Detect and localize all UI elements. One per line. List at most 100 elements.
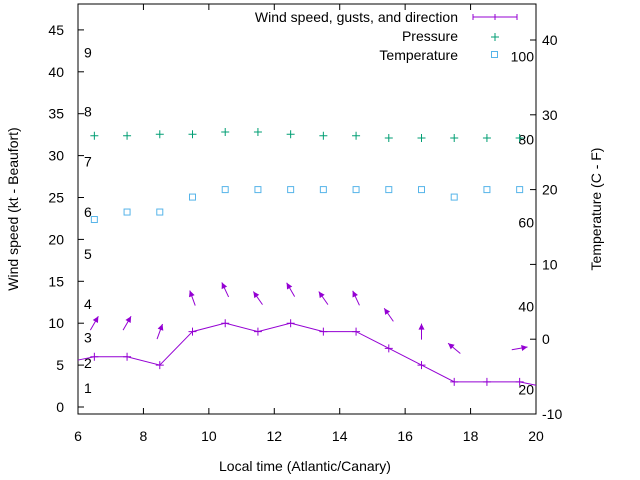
fahrenheit-label: 60 <box>518 215 534 231</box>
arrow-head-icon <box>221 282 228 290</box>
legend: Wind speed, gusts, and direction Pressur… <box>255 9 518 63</box>
wind-direction-arrow <box>221 282 230 298</box>
wind-speed-point <box>221 319 230 328</box>
x-tick-label: 18 <box>463 428 479 444</box>
wind-speed-line <box>77 322 537 386</box>
temperature-point <box>123 208 131 216</box>
x-tick-label: 12 <box>266 428 282 444</box>
arrow-head-icon <box>92 316 99 323</box>
temperature-point <box>483 186 491 194</box>
wind-direction-arrow <box>352 290 360 306</box>
wind-direction-arrow <box>122 316 132 331</box>
x-tick-label: 8 <box>140 428 148 444</box>
pressure-point <box>417 133 426 142</box>
y-tick-label: 35 <box>48 106 64 122</box>
axis-ticks: 6 8 10 12 14 16 18 20051015202530354045-1001020… <box>48 4 562 444</box>
wind-speed-point <box>319 327 328 336</box>
beaufort-label: 5 <box>84 246 92 262</box>
wind-speed-point <box>188 327 197 336</box>
temperature-point <box>189 193 196 201</box>
wind-direction-arrow <box>383 307 394 322</box>
y2-tick-label: 40 <box>542 32 558 48</box>
legend-label-pressure: Pressure <box>402 28 458 44</box>
y-tick-label: 20 <box>48 231 64 247</box>
pressure-point <box>253 128 262 137</box>
temperature-point <box>287 186 295 194</box>
pressure-point <box>352 131 361 140</box>
wind-speed-point <box>450 377 459 386</box>
pressure-point <box>482 133 491 142</box>
beaufort-label: 1 <box>84 380 92 396</box>
wind-speed-point <box>384 344 393 353</box>
wind-direction-arrow <box>252 291 263 305</box>
fahrenheit-label: 80 <box>518 131 534 147</box>
pressure-point <box>155 130 164 139</box>
arrow-head-icon <box>318 291 325 299</box>
arrow-head-icon <box>521 345 528 351</box>
arrow-head-icon <box>125 316 132 323</box>
temperature-point <box>385 186 393 194</box>
temperature-point <box>221 186 229 194</box>
x-tick-label: 10 <box>201 428 217 444</box>
plot-frame <box>77 3 537 415</box>
y2-tick-label: 20 <box>542 182 558 198</box>
x-tick-label: 16 <box>397 428 413 444</box>
wind-direction-arrow <box>286 282 296 297</box>
y-tick-label: 15 <box>48 273 64 289</box>
temperature-point <box>418 186 425 194</box>
y2-tick-label: 0 <box>542 331 550 347</box>
legend-wind-symbol <box>472 14 518 20</box>
wind-direction-arrow <box>511 345 528 351</box>
wind-speed-point <box>253 327 262 336</box>
wind-speed-point <box>155 361 164 370</box>
y-tick-label: 40 <box>48 64 64 80</box>
x-tick-label: 6 <box>74 428 82 444</box>
temperature-point <box>156 208 164 216</box>
temperature-point <box>319 186 327 194</box>
fahrenheit-label: 100 <box>511 48 535 64</box>
wind-direction-arrow <box>447 342 461 354</box>
arrow-head-icon <box>448 343 455 350</box>
pressure-point <box>450 133 459 142</box>
arrow-head-icon <box>384 308 391 315</box>
beaufort-label: 2 <box>84 355 92 371</box>
beaufort-label: 6 <box>84 204 92 220</box>
temperature-point <box>352 186 360 194</box>
pressure-point <box>515 133 524 142</box>
wind-direction-arrow <box>188 290 196 306</box>
y-tick-label: 25 <box>48 190 64 206</box>
arrow-head-icon <box>286 282 293 290</box>
y-tick-label: 45 <box>48 22 64 38</box>
wind-speed-point <box>286 319 295 328</box>
legend-temperature-symbol <box>491 51 498 58</box>
wind-speed-point <box>90 352 99 361</box>
pressure-point <box>221 128 230 137</box>
y2-tick-label: 30 <box>542 107 558 123</box>
wind-speed-point <box>417 361 426 370</box>
pressure-point <box>123 131 132 140</box>
temperature-point <box>450 193 458 201</box>
temperature-point <box>516 186 524 194</box>
legend-label-temperature: Temperature <box>379 47 458 63</box>
y-axis-label: Wind speed (kt - Beaufort) <box>5 127 21 290</box>
arrow-head-icon <box>418 323 425 330</box>
y-tick-label: 5 <box>56 357 64 373</box>
beaufort-label: 7 <box>84 154 92 170</box>
wind-direction-arrow <box>89 316 99 331</box>
y2-tick-label: 10 <box>542 256 558 272</box>
pressure-point <box>90 131 99 140</box>
pressure-point <box>384 133 393 142</box>
fahrenheit-label: 20 <box>518 381 534 397</box>
beaufort-label: 3 <box>84 330 92 346</box>
temperature-point <box>254 186 262 194</box>
wind-speed-point <box>515 377 524 386</box>
wind-direction-arrow <box>318 291 329 305</box>
beaufort-label: 4 <box>84 296 92 312</box>
arrow-head-icon <box>188 290 195 298</box>
fahrenheit-label: 40 <box>518 298 534 314</box>
y-tick-label: 30 <box>48 148 64 164</box>
y2-tick-label: -10 <box>542 406 562 422</box>
wind-direction-arrow <box>156 323 164 340</box>
beaufort-label: 9 <box>84 45 92 61</box>
